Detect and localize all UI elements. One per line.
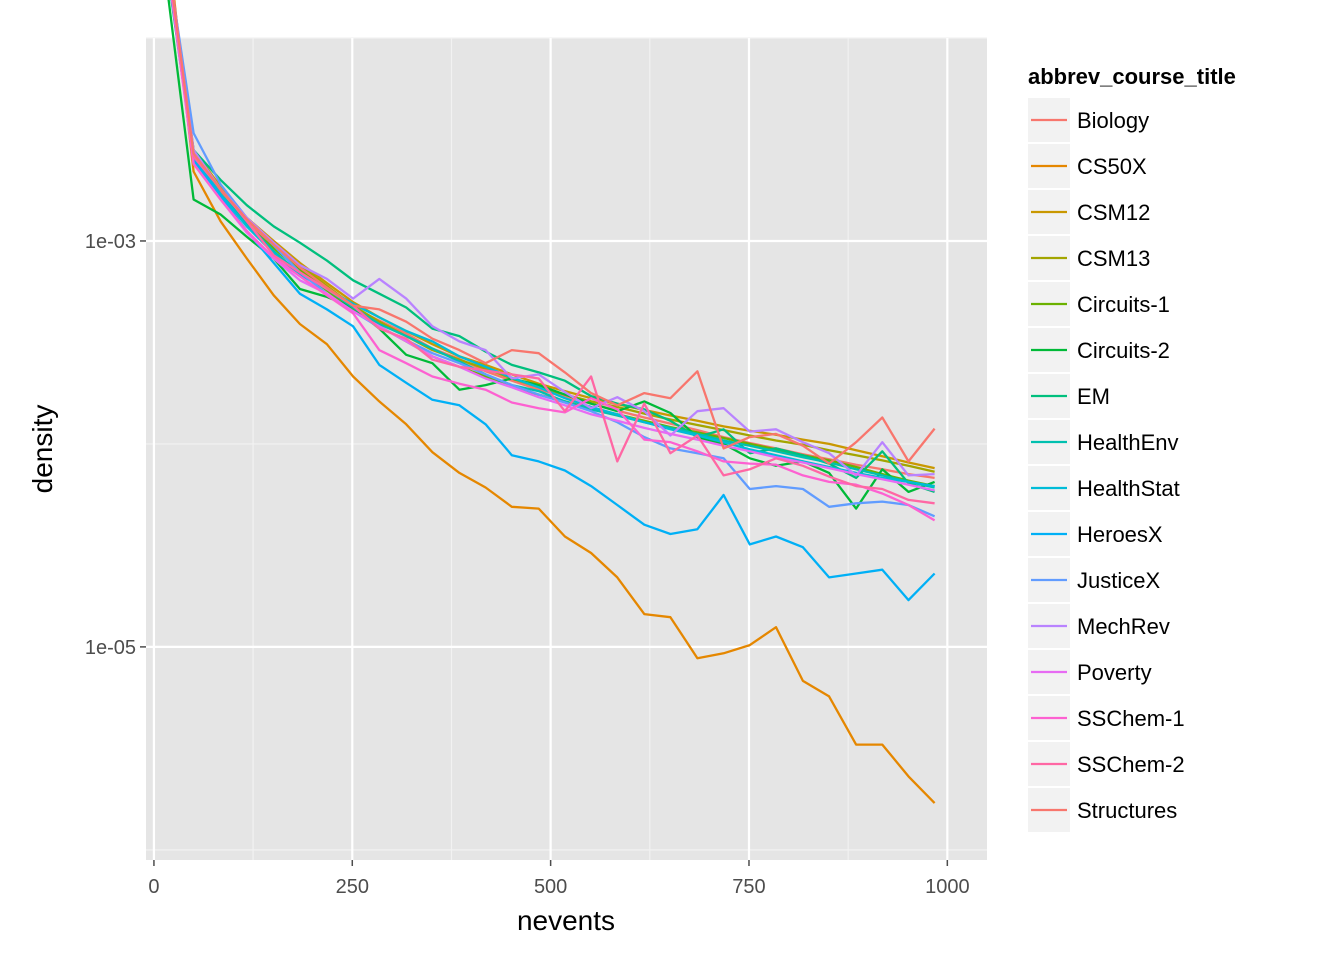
series-line-cs50x	[173, 0, 936, 804]
legend-label: SSChem-2	[1077, 752, 1185, 777]
legend-item: Biology	[1028, 98, 1149, 142]
series-line-heroesx	[171, 0, 936, 602]
y-axis-title: density	[27, 405, 58, 494]
legend-label: Structures	[1077, 798, 1177, 823]
legend-label: CSM13	[1077, 246, 1150, 271]
legend-item: Circuits-2	[1028, 328, 1170, 372]
series-line-csm12	[172, 0, 935, 470]
legend-item: CSM12	[1028, 190, 1150, 234]
legend-item: Circuits-1	[1028, 282, 1170, 326]
legend-label: Poverty	[1077, 660, 1152, 685]
legend-label: EM	[1077, 384, 1110, 409]
legend-item: HeroesX	[1028, 512, 1163, 556]
legend-item: SSChem-1	[1028, 696, 1185, 740]
legend-label: Circuits-1	[1077, 292, 1170, 317]
legend: abbrev_course_title Biology CS50X CSM12 CSM…	[1028, 64, 1236, 832]
legend-label: Biology	[1077, 108, 1149, 133]
series-line-sschem-2	[172, 0, 935, 505]
x-tick-label: 250	[336, 876, 369, 898]
legend-label: CS50X	[1077, 154, 1147, 179]
legend-label: CSM12	[1077, 200, 1150, 225]
grid-major	[146, 38, 987, 860]
series-lines	[167, 0, 936, 804]
legend-item: CS50X	[1028, 144, 1147, 188]
legend-item: HealthStat	[1028, 466, 1180, 510]
legend-item: HealthEnv	[1028, 420, 1179, 464]
legend-item: MechRev	[1028, 604, 1170, 648]
x-tick-label: 500	[534, 876, 567, 898]
series-line-structures	[172, 0, 936, 465]
x-axis: 0 250 500 750 1000	[148, 860, 970, 898]
plot-panel	[146, 38, 987, 860]
legend-label: MechRev	[1077, 614, 1170, 639]
x-tick-label: 1000	[925, 876, 970, 898]
series-line-mechrev	[172, 0, 935, 477]
x-tick-label: 750	[732, 876, 765, 898]
legend-item: JusticeX	[1028, 558, 1160, 602]
legend-label: HeroesX	[1077, 522, 1163, 547]
legend-item: Poverty	[1028, 650, 1152, 694]
legend-item: CSM13	[1028, 236, 1150, 280]
series-line-em	[170, 0, 935, 493]
legend-label: HealthStat	[1077, 476, 1180, 501]
grid-minor	[146, 37, 987, 860]
legend-label: HealthEnv	[1077, 430, 1179, 455]
x-axis-title: nevents	[517, 905, 615, 936]
legend-title: abbrev_course_title	[1028, 64, 1236, 89]
series-line-sschem-1	[170, 0, 936, 522]
series-line-justicex	[172, 0, 936, 518]
legend-label: JusticeX	[1077, 568, 1160, 593]
x-tick-label: 0	[148, 876, 159, 898]
legend-item: EM	[1028, 374, 1110, 418]
legend-label: Circuits-2	[1077, 338, 1170, 363]
y-axis: 1e-03 1e-05	[85, 231, 146, 659]
series-line-poverty	[171, 0, 935, 492]
legend-item: Structures	[1028, 788, 1177, 832]
legend-label: SSChem-1	[1077, 706, 1185, 731]
legend-item: SSChem-2	[1028, 742, 1185, 786]
y-tick-label: 1e-05	[85, 637, 136, 659]
y-tick-label: 1e-03	[85, 231, 136, 253]
